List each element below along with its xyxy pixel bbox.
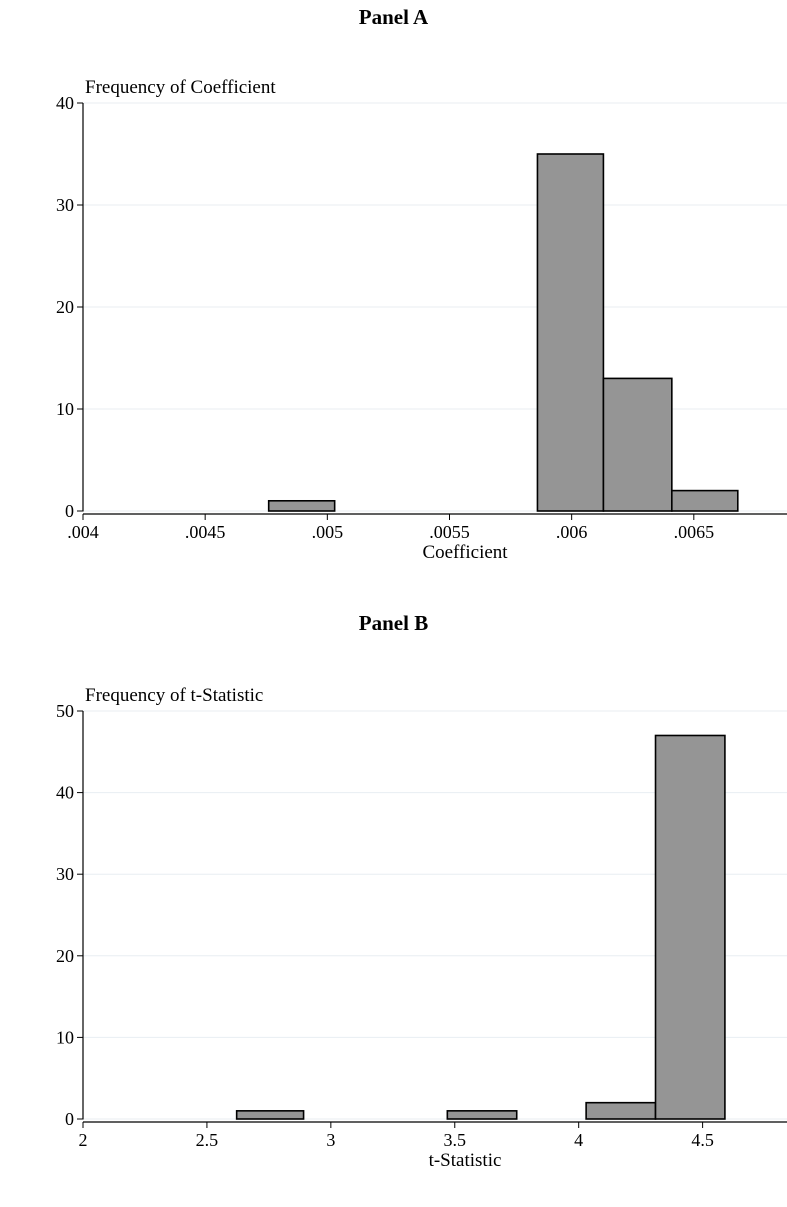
panel-a-y-tick-label: 30 bbox=[56, 195, 74, 215]
panel-a-title: Panel A bbox=[358, 5, 429, 29]
panel-a-histogram-bar bbox=[602, 377, 673, 512]
panel-a-x-tick-label: .0055 bbox=[429, 522, 470, 542]
panel-a-y-tick-label: 0 bbox=[65, 501, 74, 521]
panel-b-chart: 0 10 20 30 40 50 2 2.5 3 3.5 4 4.5 Frequency of t-St… bbox=[56, 685, 787, 1171]
panel-b-y-tick-label: 50 bbox=[56, 701, 74, 721]
panel-a-x-axis-label: Coefficient bbox=[422, 542, 508, 563]
panel-a-y-axis-label: Frequency of Coefficient bbox=[85, 77, 276, 98]
panel-b-x-tick-label: 2 bbox=[79, 1130, 88, 1150]
panel-b-y-tick-label: 10 bbox=[56, 1027, 74, 1047]
panel-b-histogram-bar bbox=[654, 734, 726, 1120]
panel-b-histogram-bar bbox=[235, 1110, 305, 1120]
panel-a-chart: 0 10 20 30 40 .004 .0045 .005 .0055 .006 .0065 Freq… bbox=[56, 77, 787, 563]
panel-a-histogram-bar bbox=[267, 499, 336, 512]
panel-a-histogram-bar bbox=[536, 153, 605, 512]
panel-b-y-tick-label: 40 bbox=[56, 783, 74, 803]
panel-b-y-tick-label: 0 bbox=[65, 1109, 74, 1129]
panel-b-x-tick-label: 4 bbox=[574, 1130, 583, 1150]
panel-b-plot-area: 0 10 20 30 40 50 2 2.5 3 3.5 4 4.5 Frequency of t-St… bbox=[0, 640, 787, 1202]
panel-b-histogram-bar bbox=[585, 1101, 657, 1120]
panel-b-title: Panel B bbox=[358, 611, 429, 635]
panel-b-y-axis-label: Frequency of t-Statistic bbox=[85, 685, 263, 706]
panel-b-x-tick-label: 2.5 bbox=[196, 1130, 219, 1150]
panel-a-x-tick-label: .0065 bbox=[674, 522, 715, 542]
panel-a-x-tick-label: .0045 bbox=[185, 522, 226, 542]
panel-a-x-tick-label: .004 bbox=[67, 522, 99, 542]
panel-a-x-tick-label: .005 bbox=[312, 522, 344, 542]
panel-a-x-tick-label: .006 bbox=[556, 522, 588, 542]
panel-a-plot-area: 0 10 20 30 40 .004 .0045 .005 .0055 .006 .0065 Freq… bbox=[0, 30, 787, 602]
panel-a-histogram-bar bbox=[671, 489, 739, 512]
panel-b-x-axis-label: t-Statistic bbox=[429, 1150, 502, 1171]
panel-b-y-tick-label: 30 bbox=[56, 864, 74, 884]
panel-a-y-tick-label: 20 bbox=[56, 297, 74, 317]
panel-b-x-tick-label: 4.5 bbox=[691, 1130, 714, 1150]
panel-b-y-tick-label: 20 bbox=[56, 946, 74, 966]
panel-a-y-tick-label: 10 bbox=[56, 399, 74, 419]
panel-a-y-tick-label: 40 bbox=[56, 93, 74, 113]
panel-b-histogram-bar bbox=[446, 1110, 518, 1120]
panel-b-x-tick-label: 3.5 bbox=[444, 1130, 467, 1150]
panel-b-x-tick-label: 3 bbox=[326, 1130, 335, 1150]
